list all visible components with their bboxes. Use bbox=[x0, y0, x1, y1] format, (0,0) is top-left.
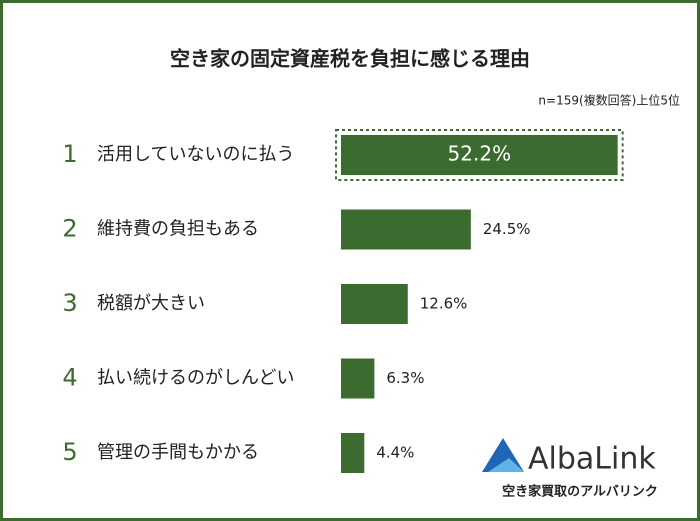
value-label: 24.5% bbox=[483, 220, 531, 238]
highlight-outline bbox=[335, 129, 624, 181]
logo-accent bbox=[488, 458, 524, 472]
category-label: 払い続けるのがしんどい bbox=[97, 368, 294, 389]
bar bbox=[341, 358, 375, 399]
brand-name: AlbaLink bbox=[528, 442, 656, 477]
bar bbox=[341, 433, 365, 473]
chart-title: 空き家の固定資産税を負担に感じる理由 bbox=[170, 47, 530, 71]
category-label: 税額が大きい bbox=[97, 293, 205, 314]
brand-tagline: 空き家買取のアルバリンク bbox=[502, 484, 658, 500]
value-label: 12.6% bbox=[420, 295, 468, 313]
chart-subtitle: n=159(複数回答)上位5位 bbox=[538, 93, 680, 108]
logo-icon bbox=[482, 438, 524, 472]
category-label: 管理の手間もかかる bbox=[97, 442, 259, 463]
category-label: 活用していないのに払う bbox=[97, 144, 294, 165]
rank-label: 2 bbox=[62, 215, 77, 243]
rank-label: 4 bbox=[62, 364, 77, 392]
value-label: 6.3% bbox=[386, 369, 424, 387]
rank-label: 3 bbox=[62, 289, 77, 317]
value-label: 4.4% bbox=[376, 444, 414, 462]
bar bbox=[341, 284, 408, 324]
rank-label: 1 bbox=[62, 140, 77, 168]
value-label: 52.2% bbox=[448, 142, 512, 166]
bar bbox=[341, 135, 618, 175]
category-label: 維持費の負担もある bbox=[97, 219, 259, 240]
rank-label: 5 bbox=[62, 438, 77, 466]
bar bbox=[341, 209, 471, 250]
